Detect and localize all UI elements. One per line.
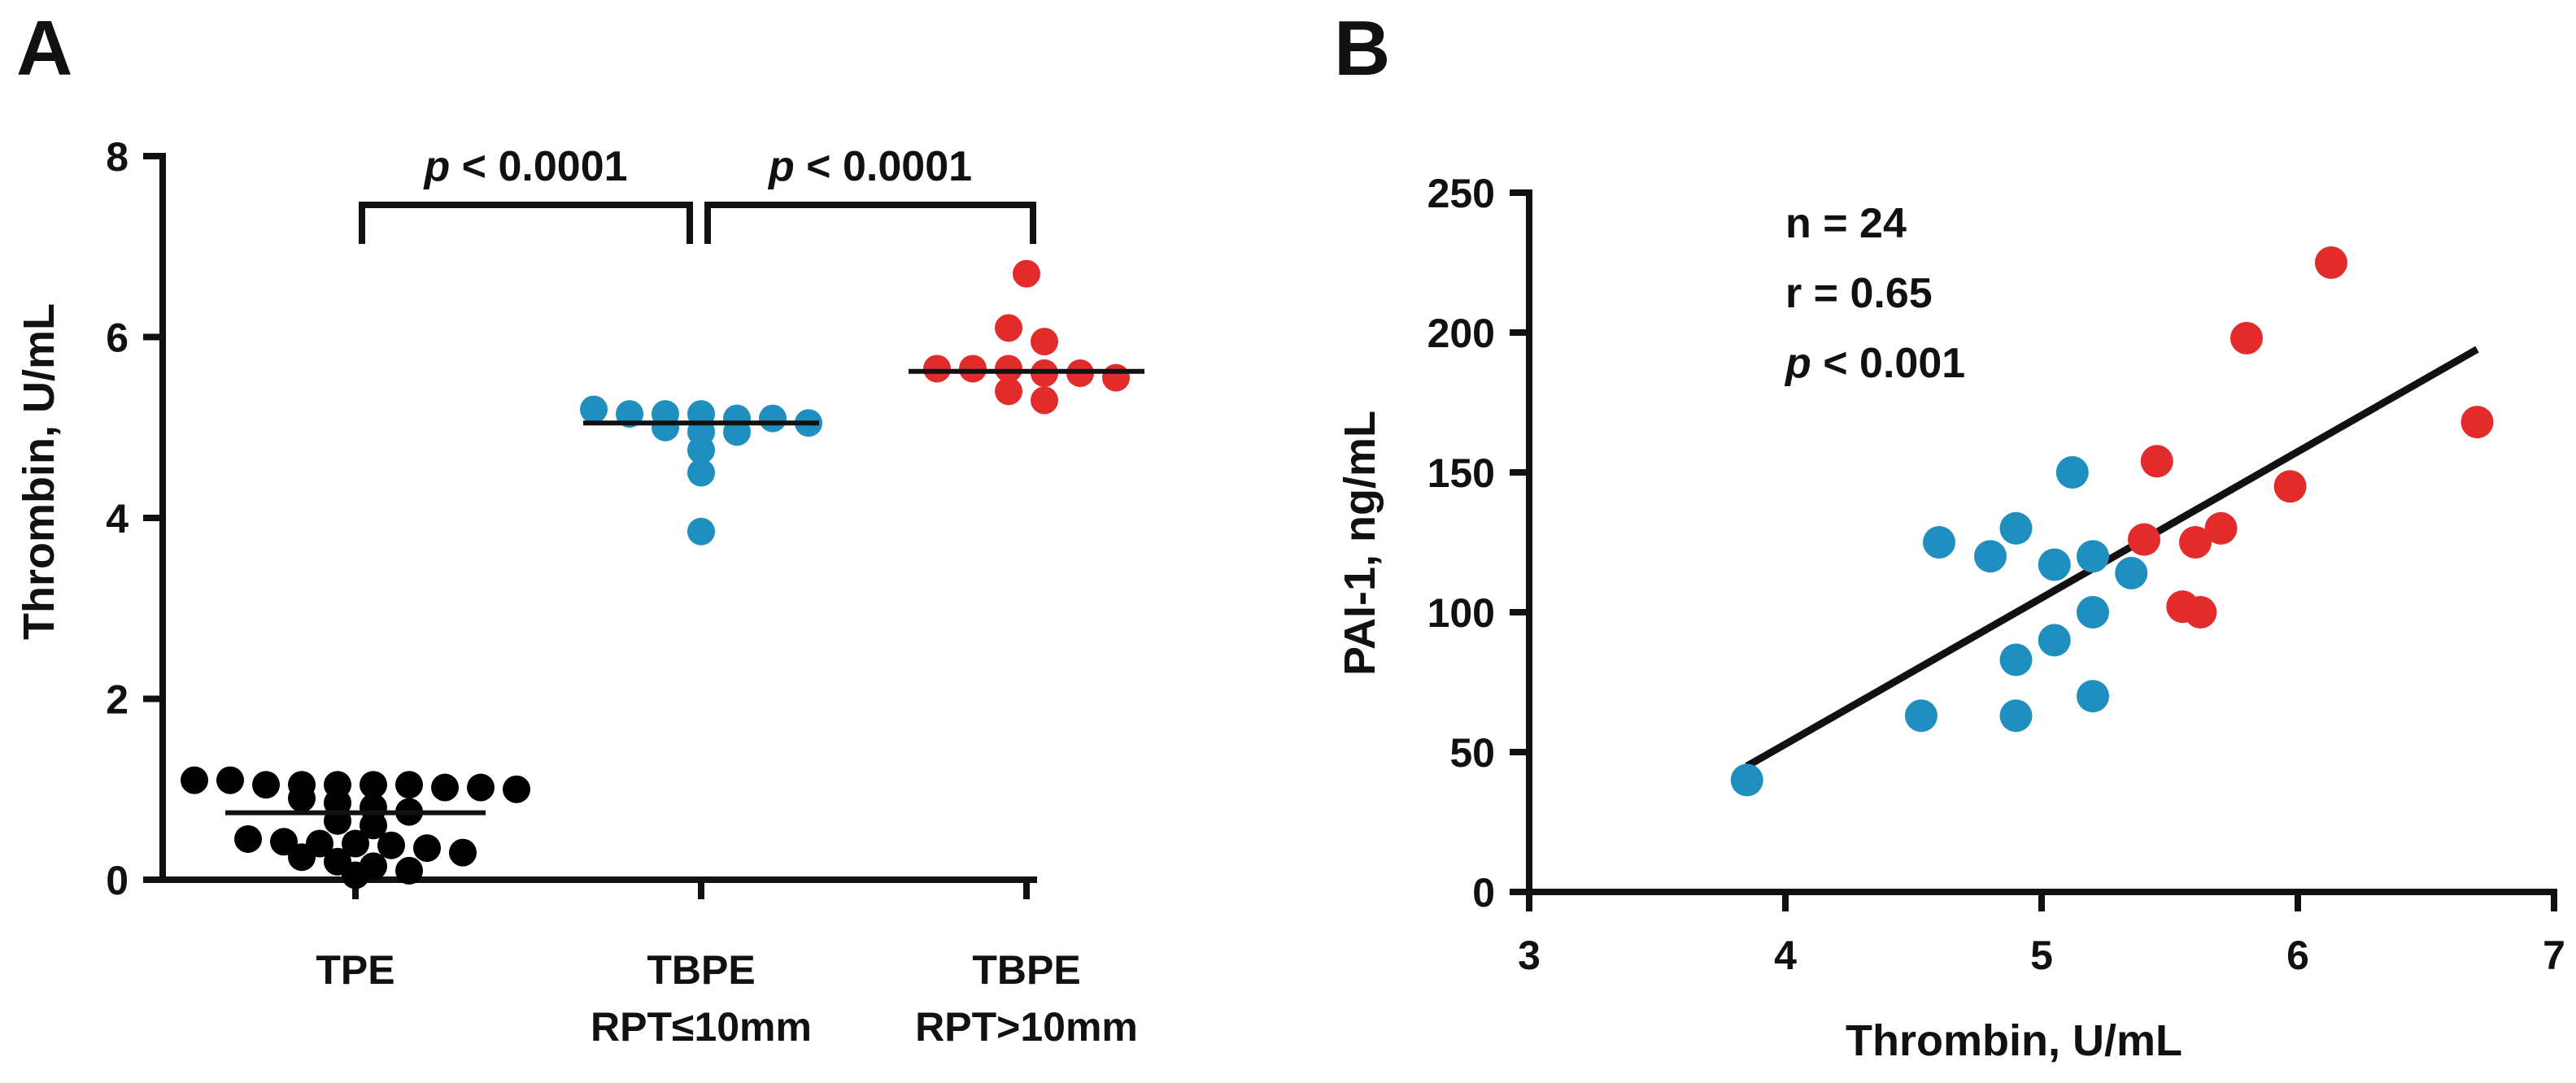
panel-b-data-point <box>2140 445 2173 478</box>
panel-b-x-axis-title: Thrombin, U/mL <box>1846 1016 2182 1065</box>
panel-b-data-point <box>1999 699 2033 733</box>
panel-a-y-axis-title: Thrombin, U/mL <box>15 303 63 640</box>
panel-a-data-point <box>181 766 208 794</box>
panel-b-y-axis-title: PAI-1, ng/mL <box>1336 411 1384 676</box>
panel-b-data-point <box>2204 511 2238 545</box>
panel-b-annotation-r: r = 0.65 <box>1785 270 1933 317</box>
panel-b-data-point <box>1974 540 2007 573</box>
panel-a-category-label: TBPE <box>972 947 1080 993</box>
panel-b-regression-line <box>1745 346 2479 770</box>
panel-b-data-point <box>1999 643 2033 676</box>
panel-b-annotation-p-value: < 0.001 <box>1811 340 1965 387</box>
panel-a-data-point <box>580 395 608 424</box>
panel-a-data-point <box>1031 386 1058 415</box>
panel-a-significance-bracket <box>704 202 1036 244</box>
panel-b-data-point <box>2179 526 2212 559</box>
panel-b-x-tick-label: 6 <box>2286 933 2309 978</box>
panel-b-y-tick-label: 50 <box>1449 730 1495 776</box>
panel-a-data-point <box>923 354 951 383</box>
panel-a-data-point <box>342 861 369 889</box>
panel-a-data-point <box>652 413 679 441</box>
panel-a-data-point <box>270 828 298 856</box>
panel-a-data-point <box>687 459 715 487</box>
panel-b-data-point <box>2077 680 2109 713</box>
panel-b-x-tick-label: 4 <box>1774 933 1797 978</box>
panel-b-y-tick-label: 200 <box>1427 311 1495 356</box>
panel-a-category-label: TPE <box>316 947 394 993</box>
panel-a-data-point <box>995 314 1022 342</box>
panel-a-data-point <box>342 829 369 858</box>
panel-a-data-point <box>959 354 987 383</box>
panel-b-data-point <box>2115 556 2148 589</box>
panel-a-data-point <box>995 354 1022 383</box>
panel-a-y-tick-label: 0 <box>106 858 129 903</box>
panel-a-data-point <box>1031 328 1058 356</box>
panel-b-data-point <box>2077 596 2109 628</box>
panel-b-data-point <box>2038 624 2071 657</box>
panel-a-data-point <box>995 377 1022 406</box>
panel-a-data-point <box>395 856 423 885</box>
panel-b-data-point <box>2230 321 2263 354</box>
panel-b-data-point <box>1999 511 2033 545</box>
panel-a-category-label: TBPE <box>647 947 755 993</box>
panel-b-data-point <box>2128 523 2160 556</box>
panel-a-y-tick-label: 2 <box>106 677 129 723</box>
panel-a-data-point <box>216 766 244 794</box>
panel-b-x-tick-label: 7 <box>2543 933 2565 978</box>
panel-b-data-point <box>2314 246 2347 279</box>
panel-a-data-point <box>288 784 316 812</box>
panel-a-y-tick-label: 8 <box>106 134 129 180</box>
panel-a-data-point <box>360 771 387 799</box>
panel-b-data-point <box>2184 596 2217 628</box>
panel-b-y-tick-label: 150 <box>1427 450 1495 496</box>
panel-b-letter: B <box>1334 5 1390 92</box>
panel-a-letter: A <box>16 5 72 92</box>
panel-b-data-point <box>2038 548 2071 581</box>
panel-b-data-point <box>2055 456 2089 489</box>
panel-a-significance-label: p < 0.0001 <box>422 143 627 190</box>
panel-a-data-point <box>687 436 715 464</box>
panel-a-data-point <box>431 773 459 802</box>
panel-a-data-point <box>759 404 787 433</box>
panel-a-data-point <box>395 771 423 799</box>
panel-b-data-point <box>2273 470 2307 503</box>
panel-a-category-sublabel: RPT≤10mm <box>591 1004 812 1050</box>
panel-b-data-point <box>1730 763 1763 797</box>
panel-a-data-point <box>449 838 477 867</box>
panel-b-data-point <box>2077 540 2109 573</box>
panel-a-category-sublabel: RPT>10mm <box>915 1004 1138 1050</box>
panel-a-data-point <box>467 773 495 802</box>
panel-b-data-point <box>1904 699 1937 733</box>
panel-b-data-point <box>1923 526 1955 559</box>
panel-b-correlation-scatter: B 0 50 100 150 200 250 3 4 5 6 7 PAI-1, ng/mL Thr… <box>1334 5 2565 1065</box>
panel-a-data-point <box>234 824 262 853</box>
panel-a-data-point <box>503 775 530 803</box>
panel-a-data-point <box>288 843 316 872</box>
panel-a-data-point <box>360 811 387 840</box>
panel-a-y-tick-label: 6 <box>106 315 129 361</box>
panel-b-annotation-p-italic: p <box>1784 340 1811 387</box>
panel-b-y-tick-label: 0 <box>1472 870 1495 916</box>
panel-a-data-point <box>252 771 280 799</box>
panel-b-x-tick-label: 3 <box>1518 933 1541 978</box>
panel-a-data-point <box>687 517 715 546</box>
panel-b-data-point <box>2460 406 2494 439</box>
panel-a-data-point <box>1102 363 1130 392</box>
panel-a-data-point <box>377 831 405 859</box>
panel-b-y-tick-label: 250 <box>1427 171 1495 216</box>
panel-a-significance-label: p < 0.0001 <box>767 143 972 190</box>
panel-a-data-point <box>413 834 441 863</box>
panel-b-annotation-p: p < 0.001 <box>1784 340 1965 387</box>
panel-b-y-tick-label: 100 <box>1427 590 1495 636</box>
panel-b-x-tick-label: 5 <box>2030 933 2053 978</box>
panel-a-thrombin-dot-plot: A 0 2 4 6 8 TPE TBPE RPT≤10mm TBPE RPT>10mm Thro… <box>15 5 1144 1050</box>
panel-a-y-tick-label: 4 <box>106 496 129 542</box>
panel-a-significance-bracket <box>359 202 693 244</box>
panel-a-data-point <box>1013 259 1040 288</box>
panel-b-annotation-n: n = 24 <box>1785 200 1907 247</box>
